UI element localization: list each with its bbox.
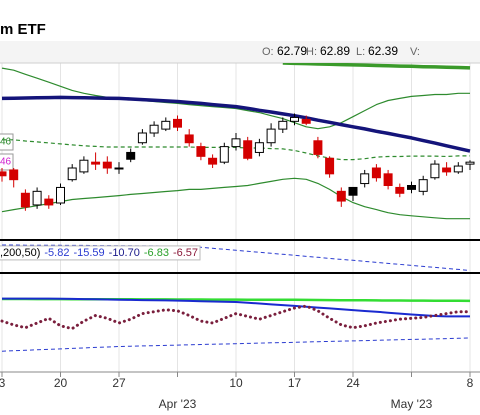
indicator-label-box (0, 245, 201, 261)
candle-body (325, 157, 335, 175)
quote-value: 62.79 (277, 44, 307, 58)
candle-body (266, 128, 276, 144)
series-group (0, 297, 472, 352)
candle-body (32, 190, 42, 206)
legend-box (0, 153, 14, 171)
x-tick-label: May '23 (391, 397, 433, 411)
x-tick-label: 8 (467, 376, 474, 390)
candle-body (383, 173, 393, 186)
candle-body (56, 186, 65, 204)
candle-body (278, 120, 288, 130)
quote-value: 62.39 (368, 44, 398, 58)
candle-body (231, 138, 241, 148)
candle-body (208, 157, 218, 165)
indicator-label: ,200,50) -5.82 -15.59 -10.70 -6.83 -6.57 (0, 247, 198, 259)
line (282, 63, 471, 70)
candle-body (149, 124, 159, 134)
indicator-value: -6.83 (144, 247, 169, 259)
line (2, 244, 471, 271)
candle-body (9, 169, 19, 181)
candle-body (465, 161, 475, 165)
quote-value: 62.89 (320, 44, 350, 58)
quote-label: V: (410, 46, 420, 58)
candle-body (137, 132, 147, 144)
candle-body (79, 159, 89, 173)
candle-body (453, 165, 463, 173)
x-tick-label: 17 (288, 376, 302, 390)
candle-body (313, 140, 323, 155)
candle-body (196, 146, 206, 157)
candle-body (290, 116, 299, 122)
candle-body (254, 142, 264, 153)
candle-body (67, 167, 77, 181)
indicator-value: -5.82 (44, 247, 69, 259)
quote-label: L: (356, 46, 365, 58)
line (1, 337, 471, 352)
x-tick-label: 10 (229, 376, 243, 390)
candle-body (418, 179, 428, 192)
candle-body (243, 140, 253, 159)
candle-body (395, 186, 405, 194)
candle-body (360, 173, 370, 185)
candle-body (442, 167, 452, 173)
line (1, 95, 471, 153)
candle-body (184, 134, 194, 144)
quote-label: O: (262, 46, 274, 58)
line (1, 177, 470, 220)
candle-body (0, 171, 7, 177)
line (2, 297, 470, 318)
indicator-value: -6.57 (173, 247, 198, 259)
legend-fragment: 46 (0, 157, 12, 168)
indicator-value: -10.70 (109, 247, 140, 259)
candle-body (173, 118, 182, 128)
line (0, 304, 472, 331)
candle-body (102, 161, 112, 169)
x-tick-label: Apr '23 (159, 397, 197, 411)
candle-body (430, 163, 440, 179)
chart-title: m ETF (0, 21, 46, 38)
line (1, 67, 470, 130)
x-tick-label: 3 (0, 376, 6, 390)
indicator-value: -15.59 (73, 247, 104, 259)
x-tick-label: 24 (346, 376, 360, 390)
candles (0, 113, 475, 211)
candle-body (114, 167, 124, 170)
candle-body (161, 120, 171, 130)
candle-body (91, 161, 101, 165)
quote-bar (0, 41, 480, 63)
candle-body (348, 186, 358, 196)
series-group (2, 244, 471, 271)
candle-body (20, 192, 30, 208)
x-tick-label: 27 (112, 376, 126, 390)
x-tick-label: 20 (54, 376, 68, 390)
quote-label: H: (306, 46, 317, 58)
candle-body (407, 185, 416, 190)
candle-body (336, 190, 346, 202)
candle-body (219, 146, 229, 163)
candle-body (371, 167, 381, 179)
candle-body (301, 118, 311, 124)
legend-box (0, 133, 14, 151)
legend-fragment: 46 (0, 137, 12, 148)
candle-body (44, 198, 54, 206)
indicator-name: ,200,50) (0, 247, 40, 259)
candle-body (126, 151, 136, 160)
